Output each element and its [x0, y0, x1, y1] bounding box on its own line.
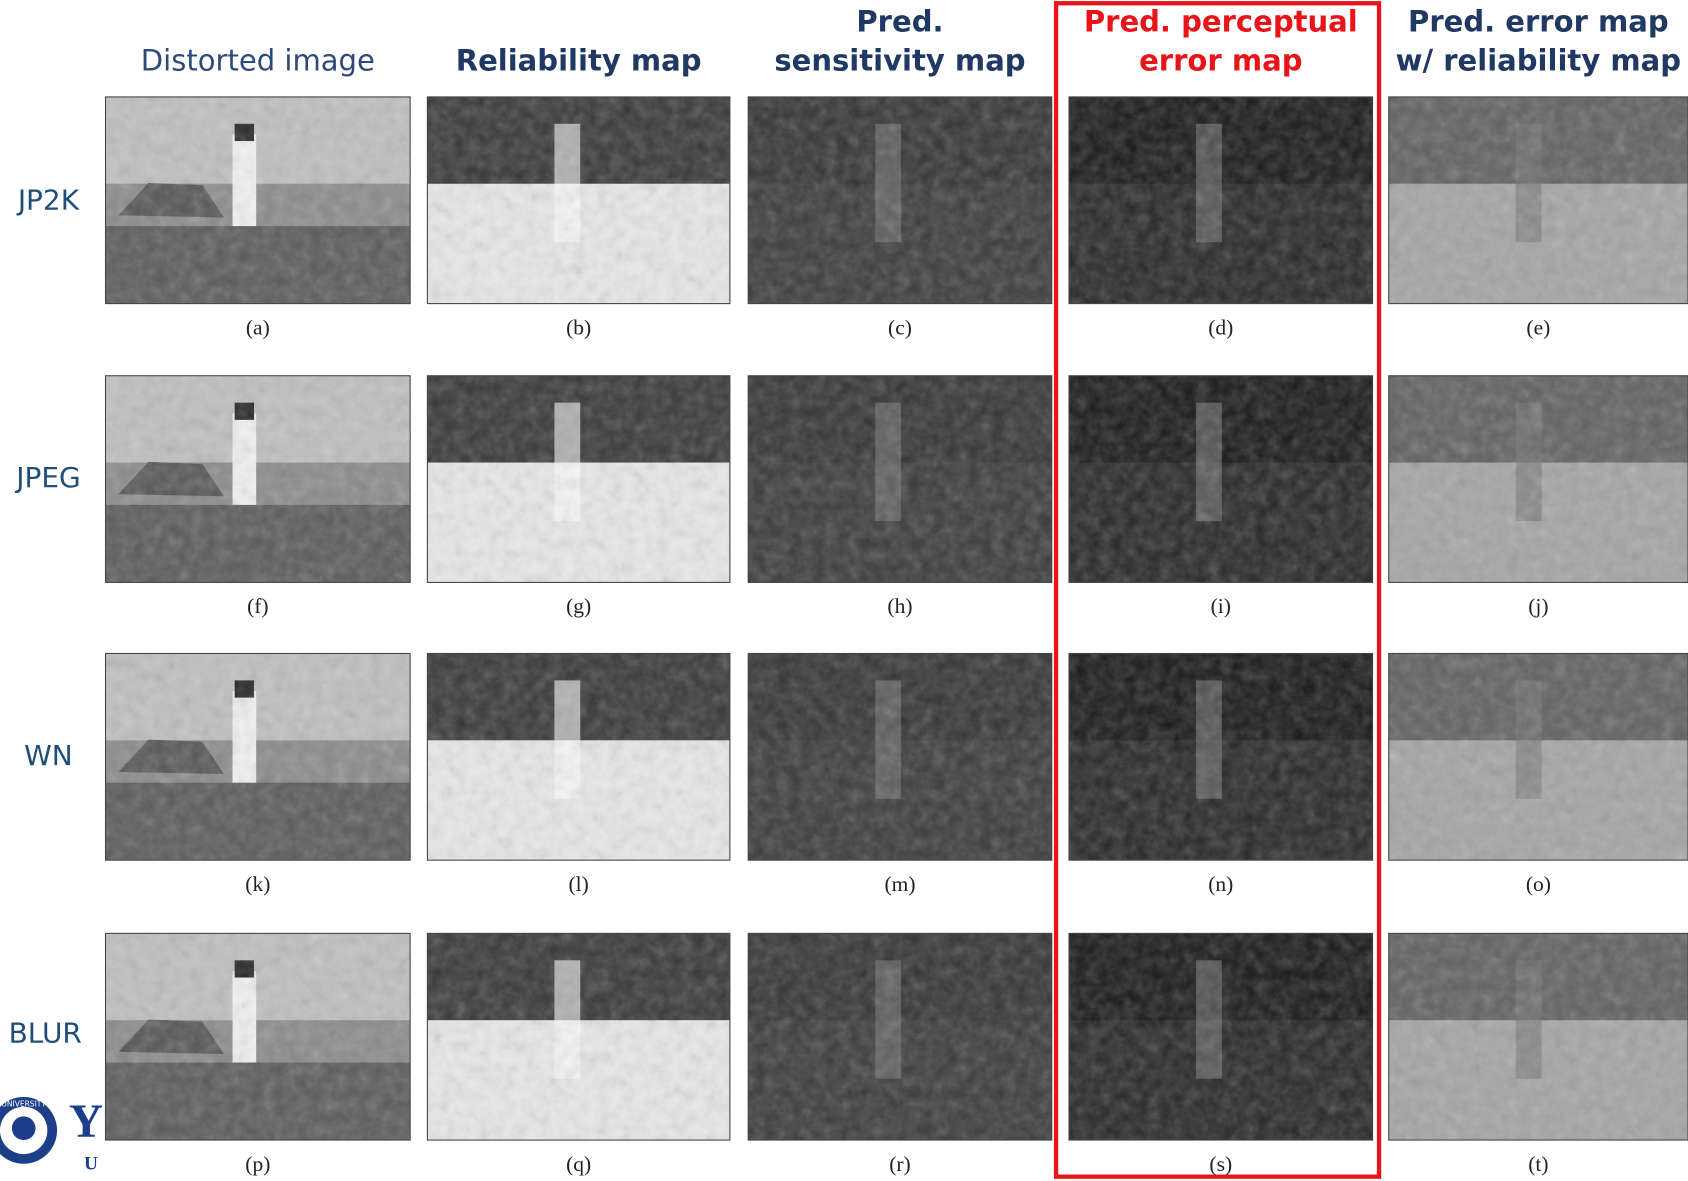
image-texture [748, 653, 1052, 860]
image-panel [1069, 97, 1373, 304]
image-panel [427, 653, 730, 860]
column-header: Distorted image [141, 43, 375, 77]
row-label: JPEG [14, 461, 80, 494]
image-panel [106, 97, 411, 304]
row-label: WN [24, 739, 73, 772]
image-texture [748, 376, 1052, 583]
column-header: Pred. [856, 5, 943, 39]
image-texture [427, 376, 730, 583]
image-texture [1069, 653, 1373, 860]
image-texture [1389, 653, 1688, 860]
panel-caption: (a) [246, 315, 270, 339]
image-panel [1389, 933, 1688, 1140]
row-label: BLUR [9, 1017, 82, 1050]
panel-caption: (o) [1526, 872, 1551, 896]
image-texture [1389, 376, 1688, 583]
image-texture [748, 97, 1052, 304]
image-texture [427, 653, 730, 860]
column-header: sensitivity map [774, 43, 1025, 77]
image-panel [1069, 933, 1373, 1140]
panel-caption: (c) [888, 315, 912, 339]
panel-caption: (b) [566, 315, 591, 339]
image-texture [1069, 376, 1373, 583]
image-panel [748, 653, 1052, 860]
image-texture [106, 653, 411, 860]
panel-caption: (t) [1528, 1152, 1548, 1176]
image-texture [106, 933, 411, 1140]
panel-caption: (g) [566, 594, 591, 618]
column-header: error map [1139, 43, 1302, 77]
image-texture [748, 933, 1052, 1140]
image-panel [1389, 376, 1688, 583]
logo: UNIVERSITY Y U [0, 1096, 103, 1174]
panel-caption: (f) [247, 594, 269, 618]
panel-caption: (l) [568, 872, 588, 896]
panel-caption: (k) [245, 872, 270, 896]
image-panel [427, 376, 730, 583]
image-panel [106, 653, 411, 860]
column-header: Pred. perceptual [1084, 5, 1358, 39]
column-header: w/ reliability map [1396, 43, 1681, 77]
image-panel [748, 933, 1052, 1140]
figure-slide: UNIVERSITY Y U Distorted image Reliabilit… [0, 0, 1688, 1181]
image-panel [106, 933, 411, 1140]
image-texture [1389, 97, 1688, 304]
image-panel [748, 97, 1052, 304]
logo-letter: U [84, 1153, 98, 1174]
image-texture [106, 97, 411, 304]
image-panel [1069, 376, 1373, 583]
panel-caption: (r) [889, 1152, 910, 1176]
panel-caption: (q) [566, 1152, 591, 1176]
panel-caption: (p) [245, 1152, 270, 1176]
image-panel [427, 933, 730, 1140]
image-texture [1069, 97, 1373, 304]
panel-caption: (s) [1209, 1152, 1232, 1176]
logo-letter: Y [69, 1096, 103, 1148]
seal-emblem [12, 1116, 36, 1140]
panel-caption: (d) [1208, 315, 1233, 339]
seal-text: UNIVERSITY [1, 1100, 46, 1109]
image-texture [427, 97, 730, 304]
image-panel [106, 376, 411, 583]
image-texture [427, 933, 730, 1140]
image-panel [1389, 653, 1688, 860]
image-texture [1069, 933, 1373, 1140]
image-texture [1389, 933, 1688, 1140]
image-texture [106, 376, 411, 583]
panel-caption: (e) [1526, 315, 1550, 339]
image-panel [1069, 653, 1373, 860]
panel-caption: (j) [1528, 594, 1548, 618]
row-label: JP2K [16, 183, 80, 216]
image-panel [1389, 97, 1688, 304]
image-panel [748, 376, 1052, 583]
panel-caption: (i) [1211, 594, 1231, 618]
image-panel [427, 97, 730, 304]
panel-caption: (m) [884, 872, 915, 896]
column-header: Pred. error map [1408, 5, 1669, 39]
panel-caption: (h) [887, 594, 912, 618]
column-header: Reliability map [456, 43, 702, 77]
panel-caption: (n) [1208, 872, 1233, 896]
